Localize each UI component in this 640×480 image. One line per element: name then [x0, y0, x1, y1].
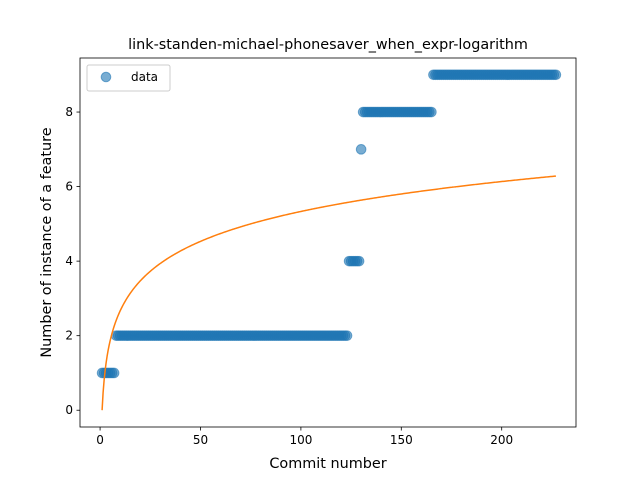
- data-point: [341, 330, 353, 341]
- x-axis: 0 50 100 150 200: [96, 427, 513, 447]
- axes-frame: [79, 57, 577, 428]
- data-point: [426, 106, 437, 118]
- data-point: [355, 144, 367, 155]
- legend-label-data: data: [131, 70, 158, 84]
- data-point: [550, 69, 562, 81]
- series-data: [96, 69, 562, 379]
- y-tick-label: 2: [65, 329, 73, 343]
- x-tick-label: 200: [490, 433, 513, 447]
- chart-title: link-standen-michael-phonesaver_when_exp…: [128, 37, 528, 53]
- y-tick-label: 8: [65, 105, 73, 119]
- x-axis-label: Commit number: [269, 456, 386, 472]
- legend: data: [86, 64, 171, 92]
- data-point: [353, 255, 365, 267]
- y-tick-label: 6: [65, 180, 73, 194]
- fit-line: [101, 175, 556, 411]
- x-tick-label: 50: [193, 433, 208, 447]
- legend-marker-data: [100, 71, 112, 83]
- x-tick-label: 0: [96, 433, 104, 447]
- x-tick-label: 100: [289, 433, 312, 447]
- data-point: [108, 367, 120, 379]
- legend-box: [86, 64, 171, 92]
- y-tick-label: 4: [65, 254, 73, 268]
- plot-area: [96, 69, 562, 411]
- y-axis-label: Number of instance of a feature: [39, 127, 55, 357]
- y-axis: 0 2 4 6 8: [65, 105, 80, 417]
- y-tick-label: 0: [65, 403, 73, 417]
- x-tick-label: 150: [390, 433, 413, 447]
